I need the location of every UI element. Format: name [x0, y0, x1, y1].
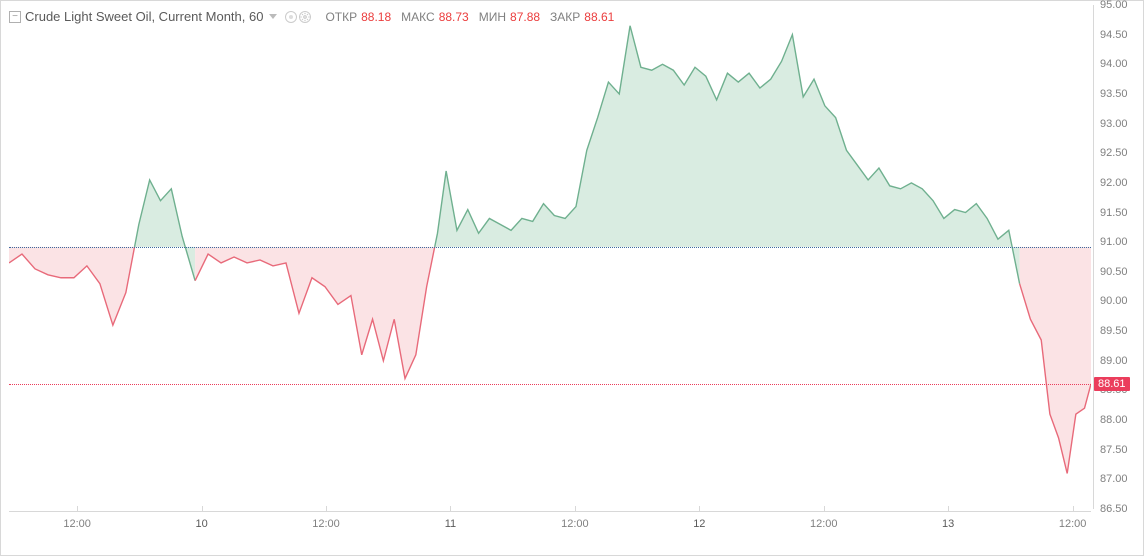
- high-value: 88.73: [439, 10, 469, 24]
- y-tick: 86.50: [1096, 503, 1128, 515]
- x-tick: 13: [942, 518, 954, 530]
- y-tick: 94.00: [1096, 58, 1128, 70]
- open-value: 88.18: [361, 10, 391, 24]
- x-gridline: [1073, 506, 1074, 512]
- x-tick: 12:00: [810, 518, 838, 530]
- low-label: МИН: [479, 10, 506, 24]
- baseline-line: [9, 247, 1091, 248]
- y-tick: 89.50: [1096, 325, 1128, 337]
- close-value: 88.61: [584, 10, 614, 24]
- y-tick: 89.00: [1096, 355, 1128, 367]
- x-gridline: [202, 506, 203, 512]
- x-gridline: [948, 506, 949, 512]
- price-line: [9, 384, 1091, 385]
- x-tick: 12:00: [312, 518, 340, 530]
- y-tick: 91.50: [1096, 207, 1128, 219]
- header-action-icons: [285, 11, 311, 23]
- visibility-icon[interactable]: [285, 11, 297, 23]
- y-axis[interactable]: 86.5087.0087.5088.0088.5089.0089.5090.00…: [1093, 5, 1143, 509]
- ohlc-panel: ОТКР 88.18 МАКС 88.73 МИН 87.88 ЗАКР 88.…: [319, 10, 614, 24]
- gear-icon[interactable]: [299, 11, 311, 23]
- y-tick: 90.00: [1096, 295, 1128, 307]
- high-label: МАКС: [401, 10, 435, 24]
- y-tick: 94.50: [1096, 29, 1128, 41]
- y-tick: 93.50: [1096, 88, 1128, 100]
- y-tick: 92.00: [1096, 177, 1128, 189]
- x-gridline: [77, 506, 78, 512]
- close-label: ЗАКР: [550, 10, 580, 24]
- symbol-title: Crude Light Sweet Oil, Current Month, 60: [25, 9, 263, 24]
- chart-header: − Crude Light Sweet Oil, Current Month, …: [9, 9, 614, 24]
- x-gridline: [824, 506, 825, 512]
- x-tick: 12:00: [1059, 518, 1087, 530]
- x-tick: 12: [693, 518, 705, 530]
- x-gridline: [450, 506, 451, 512]
- x-axis[interactable]: 12:00 10 12:00 11 12:00 12 12:00 13 12:00: [9, 511, 1091, 555]
- chart-container: − Crude Light Sweet Oil, Current Month, …: [0, 0, 1144, 556]
- x-tick: 10: [195, 518, 207, 530]
- y-tick: 92.50: [1096, 147, 1128, 159]
- y-tick: 90.50: [1096, 266, 1128, 278]
- collapse-icon[interactable]: −: [9, 11, 21, 23]
- y-tick: 87.50: [1096, 444, 1128, 456]
- y-tick: 87.00: [1096, 473, 1128, 485]
- low-value: 87.88: [510, 10, 540, 24]
- plot-area[interactable]: [9, 5, 1091, 509]
- y-tick: 93.00: [1096, 118, 1128, 130]
- x-gridline: [326, 506, 327, 512]
- x-gridline: [575, 506, 576, 512]
- x-tick: 11: [445, 518, 456, 530]
- x-tick: 12:00: [561, 518, 589, 530]
- symbol-title-block[interactable]: − Crude Light Sweet Oil, Current Month, …: [9, 9, 277, 24]
- last-price-tag: 88.61: [1094, 377, 1130, 391]
- y-tick: 91.00: [1096, 236, 1128, 248]
- open-label: ОТКР: [325, 10, 357, 24]
- price-chart-svg: [9, 5, 1091, 509]
- chevron-down-icon[interactable]: [269, 14, 277, 19]
- x-tick: 12:00: [63, 518, 91, 530]
- x-gridline: [699, 506, 700, 512]
- y-tick: 88.00: [1096, 414, 1128, 426]
- y-tick: 95.00: [1096, 0, 1128, 11]
